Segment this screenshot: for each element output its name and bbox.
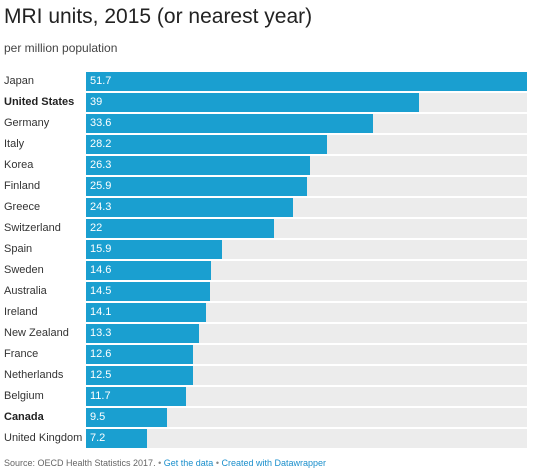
category-label: Greece <box>4 201 41 213</box>
category-label: Netherlands <box>4 369 64 381</box>
value-label: 15.9 <box>90 243 112 255</box>
bar <box>86 219 274 238</box>
value-label: 28.2 <box>90 138 112 150</box>
category-label: France <box>4 348 39 360</box>
bar-row: Australia 14.5 <box>0 282 535 301</box>
value-label: 25.9 <box>90 180 112 192</box>
chart-footer: Source: OECD Health Statistics 2017. • G… <box>4 458 326 468</box>
value-label: 13.3 <box>90 327 112 339</box>
category-label: Germany <box>4 117 50 129</box>
bar <box>86 408 167 427</box>
footer-separator: • <box>215 458 219 468</box>
bar <box>86 324 199 343</box>
chart-subtitle: per million population <box>4 41 118 55</box>
bar-row: France 12.6 <box>0 345 535 364</box>
bar-track: 9.5 <box>86 408 527 427</box>
category-label: Spain <box>4 243 33 255</box>
category-label: Australia <box>4 285 47 297</box>
bar <box>86 345 193 364</box>
bar-track: 11.7 <box>86 387 527 406</box>
bar <box>86 366 193 385</box>
bar-row: Korea 26.3 <box>0 156 535 175</box>
category-label: Switzerland <box>4 222 61 234</box>
value-label: 11.7 <box>90 390 111 402</box>
value-label: 12.6 <box>90 348 112 360</box>
bar-track: 14.1 <box>86 303 527 322</box>
bar <box>86 198 293 217</box>
bar <box>86 93 419 112</box>
bar-chart: Japan 51.7 United States 39 Germany 33.6 Italy… <box>0 72 535 450</box>
bar-track: 24.3 <box>86 198 527 217</box>
datawrapper-link[interactable]: Created with Datawrapper <box>221 458 327 468</box>
get-the-data-link[interactable]: Get the data <box>163 458 214 468</box>
category-label: Canada <box>4 411 44 423</box>
bar-row: Sweden 14.6 <box>0 261 535 280</box>
category-label: Japan <box>4 75 34 87</box>
bar <box>86 303 206 322</box>
bar-track: 51.7 <box>86 72 527 91</box>
category-label: Belgium <box>4 390 44 402</box>
value-label: 12.5 <box>90 369 112 381</box>
bar-row: Germany 33.6 <box>0 114 535 133</box>
bar-track: 7.2 <box>86 429 527 448</box>
bar-row: Spain 15.9 <box>0 240 535 259</box>
bar-track: 33.6 <box>86 114 527 133</box>
bar-row: Finland 25.9 <box>0 177 535 196</box>
value-label: 14.5 <box>90 285 112 297</box>
bar-row: Greece 24.3 <box>0 198 535 217</box>
bar-row: Switzerland 22 <box>0 219 535 238</box>
bar-track: 26.3 <box>86 156 527 175</box>
bar <box>86 135 327 154</box>
category-label: United Kingdom <box>4 432 83 444</box>
bar-row: Netherlands 12.5 <box>0 366 535 385</box>
value-label: 14.1 <box>90 306 112 318</box>
bar-row: Ireland 14.1 <box>0 303 535 322</box>
bar <box>86 114 373 133</box>
category-label: New Zealand <box>4 327 69 339</box>
chart-title: MRI units, 2015 (or nearest year) <box>4 5 313 28</box>
bar-track: 39 <box>86 93 527 112</box>
value-label: 7.2 <box>90 432 106 444</box>
bar-row: United States 39 <box>0 93 535 112</box>
value-label: 26.3 <box>90 159 112 171</box>
bar <box>86 72 527 91</box>
bar-row: Canada 9.5 <box>0 408 535 427</box>
bar <box>86 261 211 280</box>
bar-track: 12.6 <box>86 345 527 364</box>
value-label: 9.5 <box>90 411 106 423</box>
bar <box>86 429 147 448</box>
bar-row: Italy 28.2 <box>0 135 535 154</box>
category-label: Finland <box>4 180 41 192</box>
source-note: Source: OECD Health Statistics 2017. <box>4 458 156 468</box>
bar-track: 15.9 <box>86 240 527 259</box>
bar-track: 14.5 <box>86 282 527 301</box>
bar-row: Japan 51.7 <box>0 72 535 91</box>
bar-track: 14.6 <box>86 261 527 280</box>
footer-separator: • <box>158 458 162 468</box>
category-label: United States <box>4 96 75 108</box>
bar-track: 12.5 <box>86 366 527 385</box>
bar-track: 13.3 <box>86 324 527 343</box>
bar <box>86 387 186 406</box>
value-label: 51.7 <box>90 75 112 87</box>
bar-row: Belgium 11.7 <box>0 387 535 406</box>
value-label: 14.6 <box>90 264 112 276</box>
category-label: Korea <box>4 159 34 171</box>
category-label: Ireland <box>4 306 38 318</box>
category-label: Italy <box>4 138 25 150</box>
value-label: 24.3 <box>90 201 112 213</box>
bar-track: 25.9 <box>86 177 527 196</box>
bar-track: 28.2 <box>86 135 527 154</box>
bar <box>86 282 210 301</box>
bar-track: 22 <box>86 219 527 238</box>
category-label: Sweden <box>4 264 44 276</box>
bar-row: United Kingdom 7.2 <box>0 429 535 448</box>
bar <box>86 177 307 196</box>
value-label: 33.6 <box>90 117 112 129</box>
bar <box>86 240 222 259</box>
value-label: 39 <box>90 96 103 108</box>
bar-row: New Zealand 13.3 <box>0 324 535 343</box>
bar <box>86 156 310 175</box>
value-label: 22 <box>90 222 103 234</box>
